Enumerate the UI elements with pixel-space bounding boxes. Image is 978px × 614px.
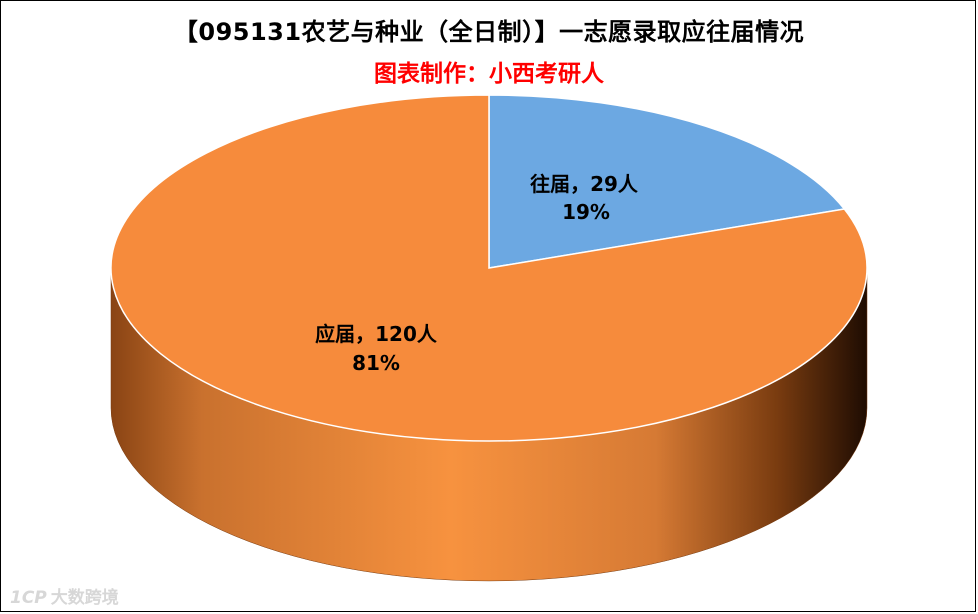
chart-subtitle: 图表制作：小西考研人 xyxy=(374,61,604,87)
slice-label-wangjie: 往届，29人 xyxy=(530,172,639,196)
slice-percent-yingjie: 81% xyxy=(352,351,400,375)
watermark-text: 大数跨境 xyxy=(50,588,119,608)
chart-title: 【095131农艺与种业（全日制）】一志愿录取应往届情况 xyxy=(173,18,805,46)
pie-slices xyxy=(110,94,868,442)
slice-percent-wangjie: 19% xyxy=(562,200,610,224)
slice-label-yingjie: 应届，120人 xyxy=(315,322,438,346)
pie-labels: 往届，29人 19% 应届，120人 81% xyxy=(315,172,639,375)
pie-slice-wangjie xyxy=(488,94,846,269)
watermark-logo-icon: 1CP xyxy=(10,588,47,608)
watermark: 1CP 大数跨境 xyxy=(10,583,119,608)
pie-slice-yingjie xyxy=(110,94,868,442)
